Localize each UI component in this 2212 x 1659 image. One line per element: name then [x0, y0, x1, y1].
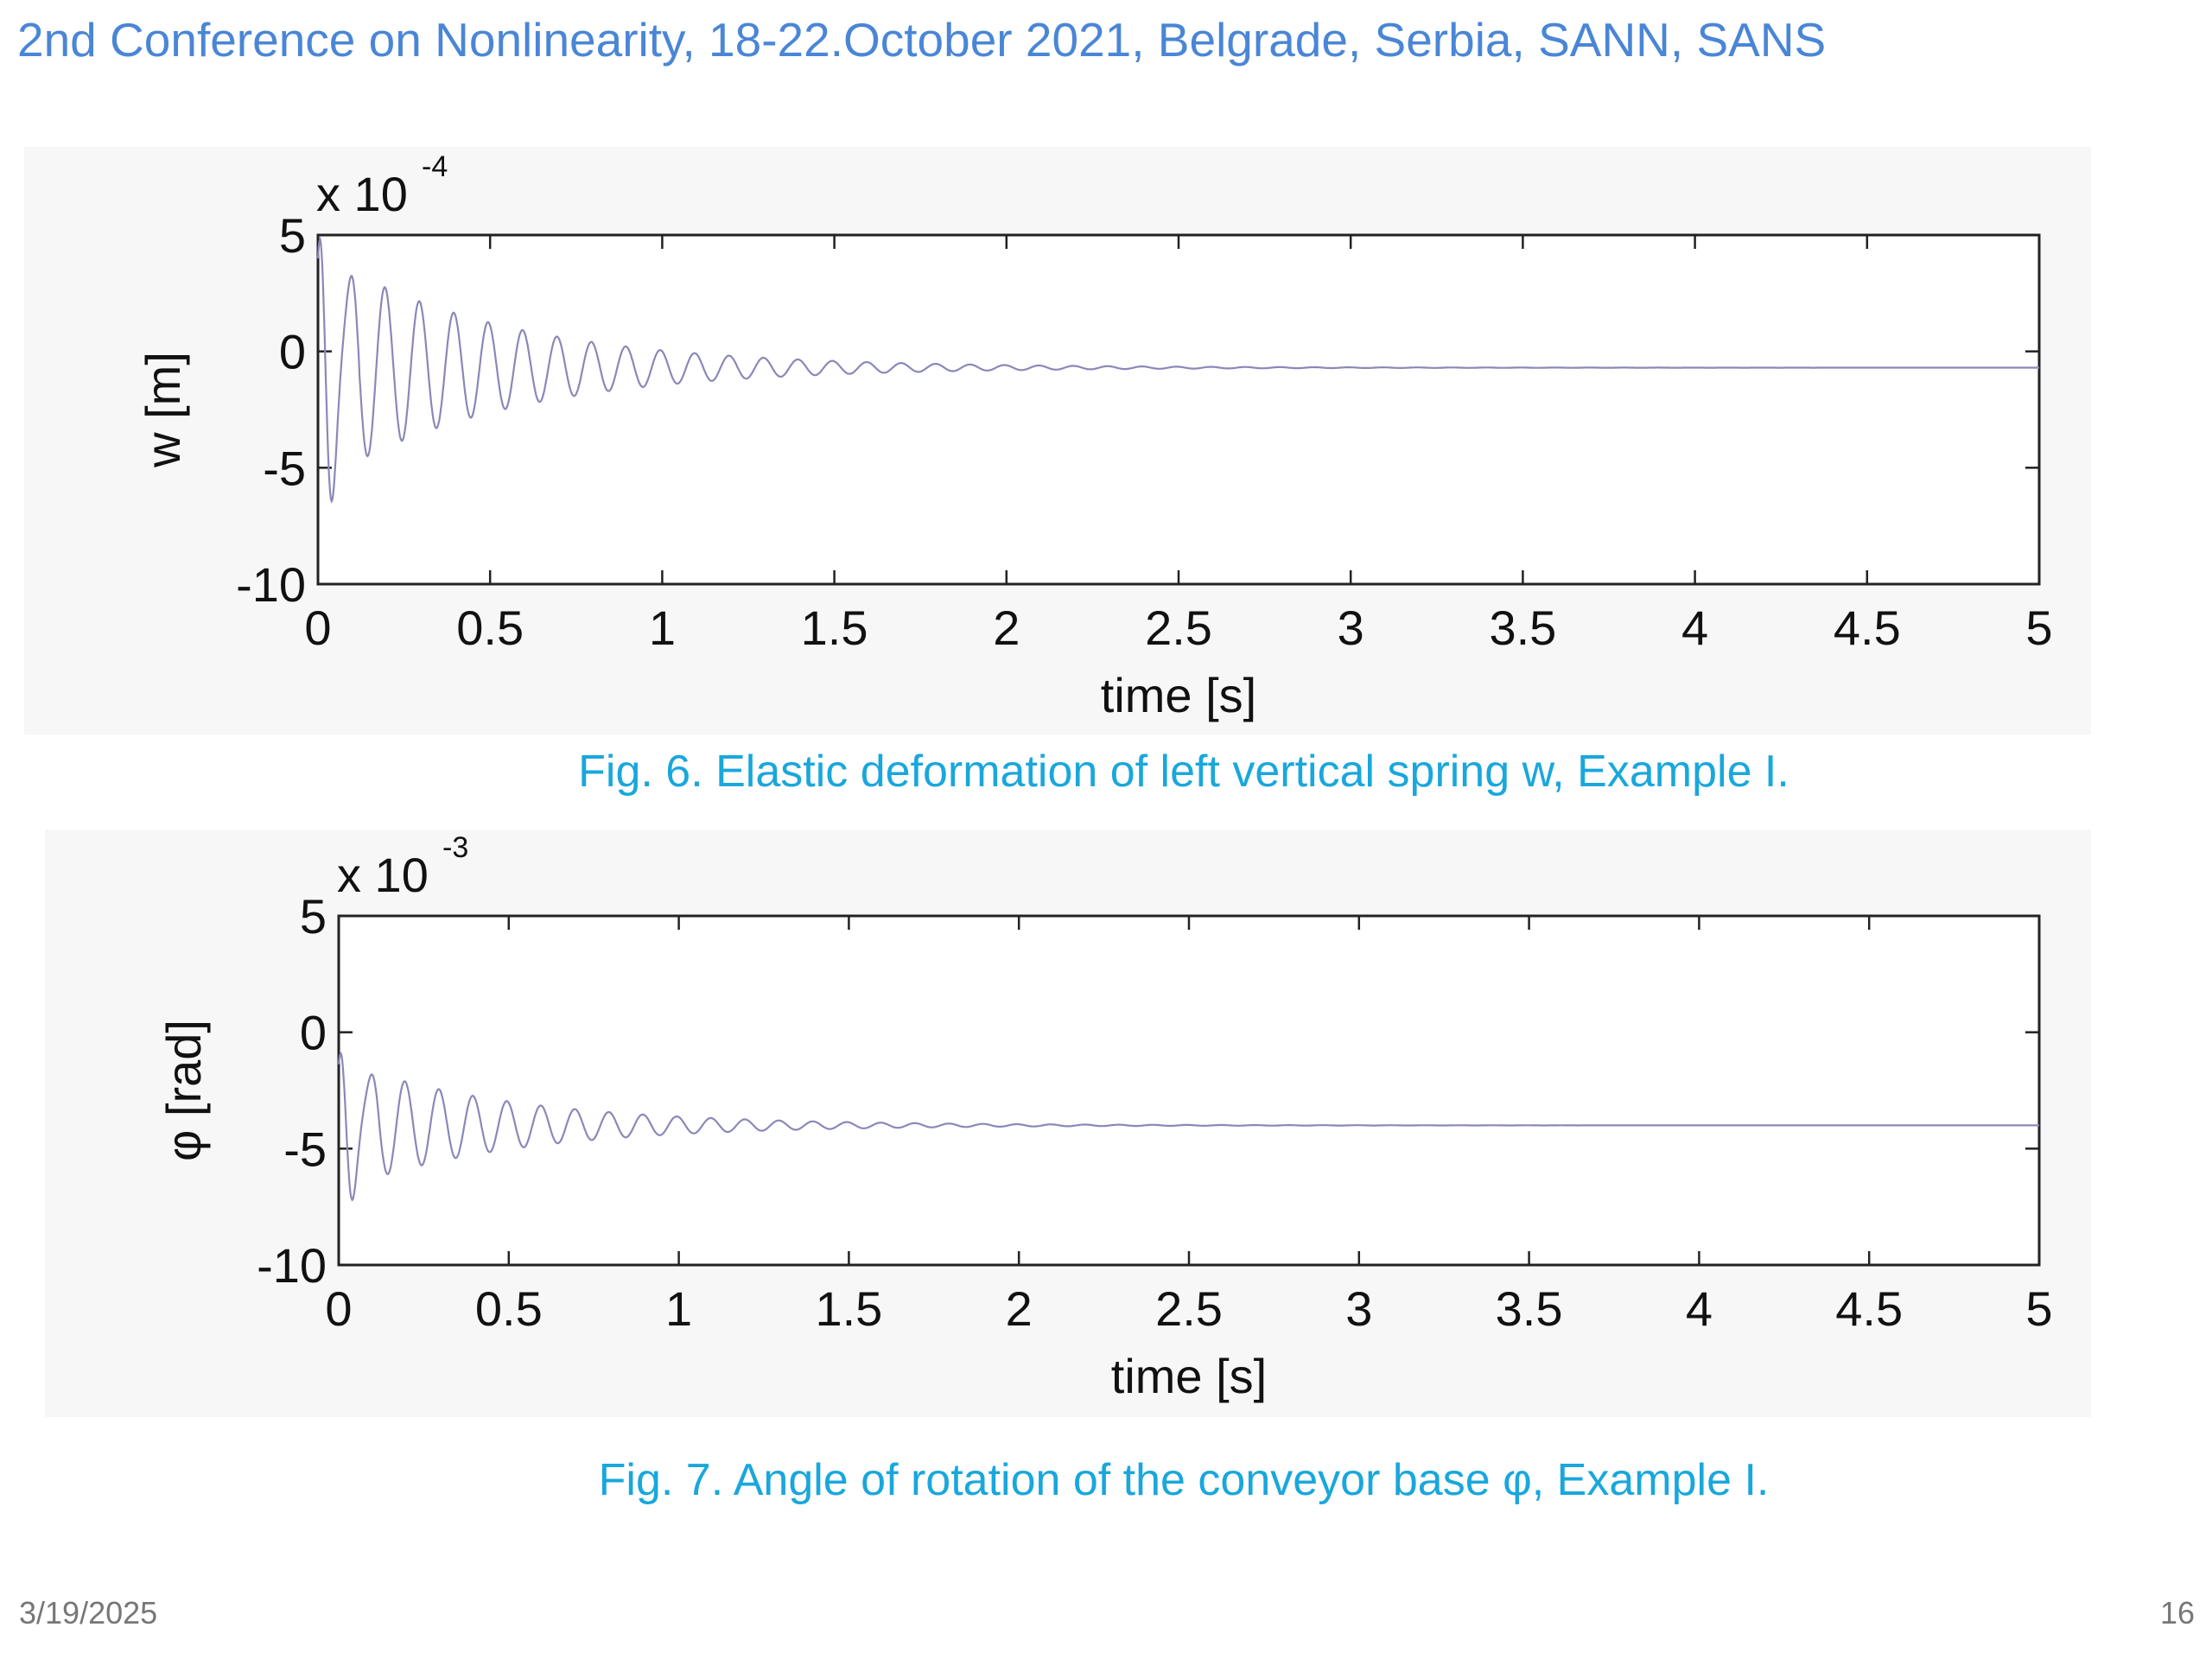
x-tick-label: 5 — [2025, 1281, 2052, 1336]
y-tick-label: 5 — [300, 889, 327, 944]
x-tick-label: 2 — [1006, 1281, 1033, 1336]
x-axis-label: time [s] — [1101, 668, 1256, 722]
x-tick-label: 3 — [1345, 1281, 1372, 1336]
series-line — [337, 1052, 2039, 1202]
x-tick-label: 2 — [993, 601, 1020, 655]
x-tick-label: 4.5 — [1835, 1281, 1903, 1336]
x-tick-label: 1.5 — [801, 601, 868, 655]
x-tick-label: 4 — [1681, 601, 1708, 655]
plot-frame — [337, 914, 2041, 1267]
y-axis-label: φ [rad] — [156, 1020, 211, 1161]
x-tick-label: 3.5 — [1489, 601, 1556, 655]
footer-date: 3/19/2025 — [19, 1595, 158, 1630]
x-axis-label: time [s] — [1111, 1349, 1267, 1403]
x-tick-label: 0 — [325, 1281, 352, 1336]
y-multiplier-exponent: -4 — [422, 150, 448, 183]
x-tick-label: 5 — [2025, 601, 2052, 655]
x-tick-label: 2.5 — [1155, 1281, 1223, 1336]
x-tick-label: 4.5 — [1834, 601, 1901, 655]
x-tick-label: 4 — [1686, 1281, 1713, 1336]
figure-caption-fig7: Fig. 7. Angle of rotation of the conveyo… — [598, 1455, 1770, 1505]
y-tick-label: -10 — [236, 557, 306, 612]
x-tick-label: 0.5 — [456, 601, 524, 655]
x-tick-label: 0 — [304, 601, 331, 655]
x-tick-label: 1 — [665, 1281, 692, 1336]
x-tick-label: 0.5 — [475, 1281, 543, 1336]
y-tick-label: 0 — [279, 325, 306, 379]
footer-page-number: 16 — [2159, 1595, 2195, 1630]
y-tick-label: 0 — [300, 1006, 327, 1060]
slide-title: 2nd Conference on Nonlinearity, 18-22.Oc… — [17, 13, 1827, 67]
y-tick-label: 5 — [279, 208, 306, 263]
y-axis-label: w [m] — [136, 352, 190, 468]
x-tick-label: 3.5 — [1496, 1281, 1563, 1336]
plot-frame — [316, 233, 2041, 586]
y-tick-label: -10 — [257, 1238, 327, 1293]
y-multiplier-label: x 10 — [316, 167, 408, 221]
x-tick-label: 3 — [1338, 601, 1364, 655]
y-multiplier-exponent: -3 — [442, 831, 468, 864]
x-tick-label: 1 — [649, 601, 676, 655]
x-tick-label: 1.5 — [815, 1281, 882, 1336]
y-tick-label: -5 — [283, 1122, 327, 1176]
y-tick-label: -5 — [263, 441, 306, 495]
y-multiplier-label: x 10 — [337, 848, 429, 902]
figure-caption-fig6: Fig. 6. Elastic deformation of left vert… — [578, 747, 1789, 797]
x-tick-label: 2.5 — [1145, 601, 1212, 655]
series-line — [316, 236, 2039, 504]
